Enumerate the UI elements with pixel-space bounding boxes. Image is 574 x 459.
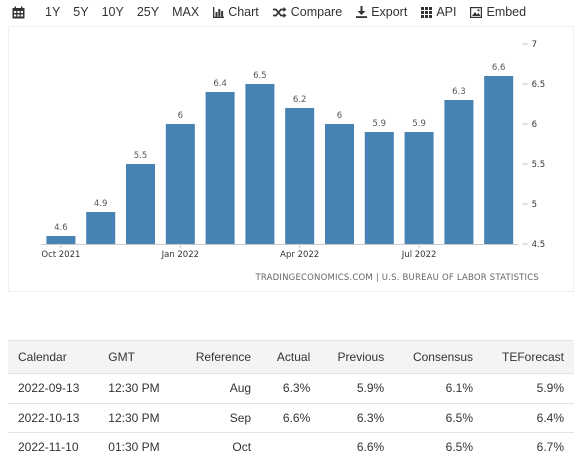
api-button[interactable]: API	[421, 5, 456, 19]
bar-2022-08[interactable]	[444, 100, 474, 244]
cell-calendar: 2022-10-13	[8, 403, 99, 433]
bar-2021-12[interactable]	[126, 164, 155, 244]
cell-gmt: 12:30 PM	[98, 403, 178, 433]
embed-label: Embed	[486, 5, 527, 19]
chart-toolbar: 1Y 5Y 10Y 25Y MAX Chart Compare Export A…	[0, 0, 574, 24]
bar-value-label: 5.5	[134, 151, 148, 161]
bar-2022-05[interactable]	[325, 124, 354, 244]
bar-2022-09[interactable]	[484, 76, 514, 244]
range-1y[interactable]: 1Y	[45, 5, 61, 19]
column-header-gmt[interactable]: GMT	[98, 340, 178, 374]
bar-chart-icon	[213, 6, 225, 18]
cell-previous: 5.9%	[320, 373, 395, 404]
x-tick-label: Apr 2022	[280, 250, 319, 260]
cell-reference: Sep	[177, 403, 262, 433]
bar-value-label: 5.9	[412, 119, 426, 129]
table-row: 2022-09-13 12:30 PM Aug 6.3% 5.9% 6.1% 5…	[8, 373, 574, 404]
bar-2022-07[interactable]	[404, 132, 434, 244]
bar-value-label: 6.5	[253, 71, 267, 81]
cell-reference: Oct	[177, 432, 262, 459]
chart-type-button[interactable]: Chart	[213, 5, 259, 19]
column-header-consensus[interactable]: Consensus	[394, 340, 483, 374]
calendar-table: Calendar GMT Reference Actual Previous C…	[8, 340, 574, 459]
calendar-icon[interactable]	[12, 6, 25, 19]
y-tick-label: 7	[532, 40, 537, 50]
grid-icon	[421, 6, 433, 18]
cell-previous: 6.3%	[320, 403, 395, 433]
cell-gmt: 01:30 PM	[98, 432, 178, 459]
image-icon	[470, 6, 483, 18]
y-tick-label: 5	[532, 200, 537, 210]
bar-value-label: 6	[178, 111, 183, 121]
bar-value-label: 4.6	[54, 223, 68, 233]
cell-teforecast: 6.4%	[483, 403, 574, 433]
download-icon	[356, 6, 368, 18]
bar-2022-01[interactable]	[165, 124, 195, 244]
bar-value-label: 6.2	[293, 95, 307, 105]
cell-reference: Aug	[177, 373, 262, 404]
cell-consensus: 6.1%	[394, 373, 483, 404]
column-header-actual[interactable]: Actual	[261, 340, 321, 374]
column-header-previous[interactable]: Previous	[320, 340, 395, 374]
bar-value-label: 5.9	[373, 119, 387, 129]
bar-2022-06[interactable]	[364, 132, 394, 244]
bar-2022-02[interactable]	[205, 92, 235, 244]
bar-value-label: 4.9	[94, 199, 108, 209]
y-tick-label: 5.5	[532, 160, 546, 170]
calendar-table-container: Calendar GMT Reference Actual Previous C…	[8, 340, 574, 459]
range-max[interactable]: MAX	[172, 5, 200, 19]
bar-2021-10[interactable]	[46, 236, 76, 244]
api-label: API	[436, 5, 457, 19]
compare-label: Compare	[290, 5, 343, 19]
y-tick-label: 6	[532, 120, 537, 130]
column-header-teforecast[interactable]: TEForecast	[483, 340, 574, 374]
cell-consensus: 6.5%	[394, 432, 483, 459]
x-tick-label: Oct 2021	[41, 250, 80, 260]
x-tick-label: Jan 2022	[161, 250, 199, 260]
compare-button[interactable]: Compare	[272, 5, 343, 19]
table-row: 2022-10-13 12:30 PM Sep 6.6% 6.3% 6.5% 6…	[8, 403, 574, 433]
chart-source: TRADINGECONOMICS.COM | U.S. BUREAU OF LA…	[254, 273, 539, 283]
chart-type-label: Chart	[228, 5, 259, 19]
cell-previous: 6.6%	[320, 432, 395, 459]
bar-chart: 4.6 4.9 5.5 6 6.4 6.5 6.2 6 5.9 5.9 6.3 6.6 Oct 202…	[41, 40, 546, 283]
range-5y[interactable]: 5Y	[73, 5, 89, 19]
export-label: Export	[371, 5, 408, 19]
cell-actual	[261, 432, 321, 459]
cell-calendar: 2022-09-13	[8, 373, 99, 404]
cell-actual: 6.6%	[261, 403, 321, 433]
x-tick-label: Jul 2022	[401, 250, 437, 260]
range-25y[interactable]: 25Y	[136, 5, 160, 19]
bar-2022-04[interactable]	[285, 108, 315, 244]
cell-consensus: 6.5%	[394, 403, 483, 433]
export-button[interactable]: Export	[356, 5, 407, 19]
range-10y[interactable]: 10Y	[101, 5, 124, 19]
column-header-calendar[interactable]: Calendar	[8, 340, 99, 374]
cell-teforecast: 6.7%	[483, 432, 574, 459]
cell-actual: 6.3%	[261, 373, 321, 404]
bar-2021-11[interactable]	[86, 212, 116, 244]
bar-value-label: 6.6	[492, 63, 506, 73]
column-header-reference[interactable]: Reference	[177, 340, 262, 374]
cell-teforecast: 5.9%	[483, 373, 574, 404]
bar-value-label: 6.4	[213, 79, 227, 89]
cell-calendar: 2022-11-10	[8, 432, 99, 459]
table-header-row: Calendar GMT Reference Actual Previous C…	[8, 340, 574, 374]
embed-button[interactable]: Embed	[470, 5, 526, 19]
bar-value-label: 6	[337, 111, 342, 121]
bar-value-label: 6.3	[452, 87, 466, 97]
y-tick-label: 4.5	[532, 240, 546, 250]
chart-panel: 4.6 4.9 5.5 6 6.4 6.5 6.2 6 5.9 5.9 6.3 6.6 Oct 202…	[8, 26, 574, 292]
bar-2022-03[interactable]	[245, 84, 275, 244]
shuffle-icon	[272, 6, 287, 18]
cell-gmt: 12:30 PM	[98, 373, 178, 404]
table-row: 2022-11-10 01:30 PM Oct 6.6% 6.5% 6.7%	[8, 432, 574, 459]
y-tick-label: 6.5	[532, 80, 546, 90]
